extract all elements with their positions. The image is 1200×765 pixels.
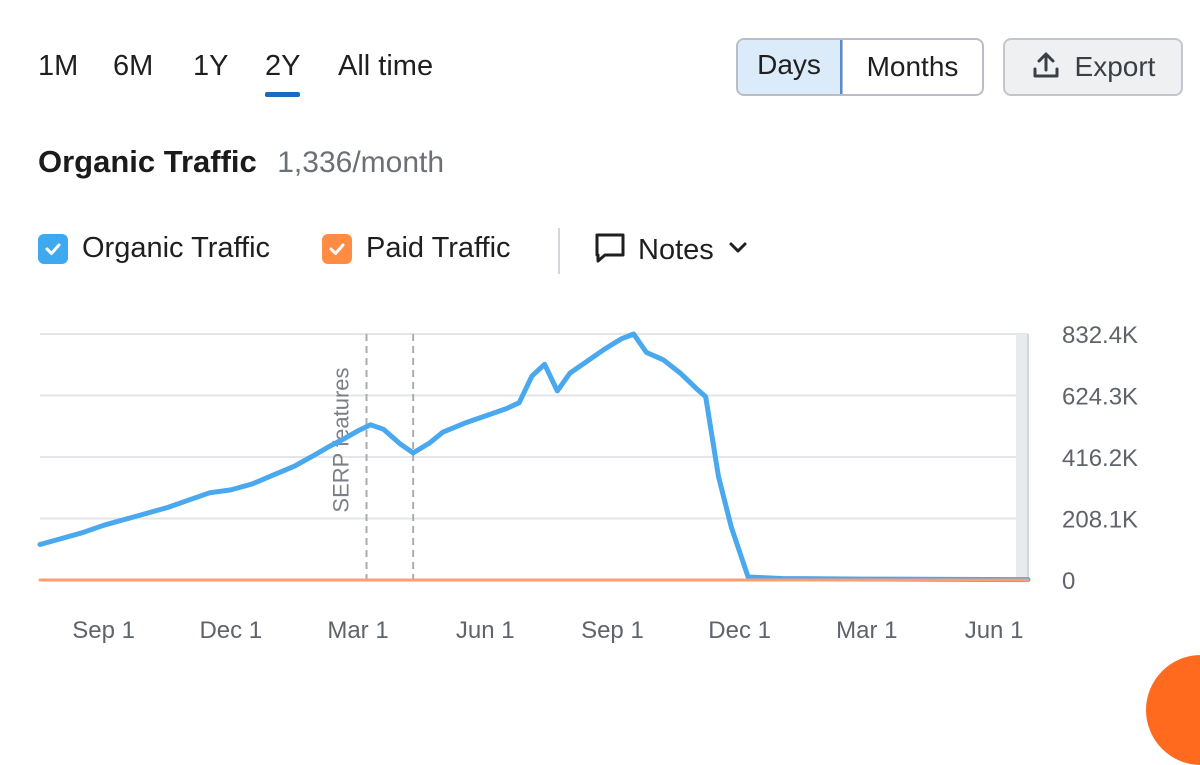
- export-button[interactable]: Export: [1003, 38, 1183, 96]
- y-tick-label: 0: [1062, 568, 1075, 595]
- period-tab-6m[interactable]: 6M: [113, 50, 154, 82]
- x-tick-label: Dec 1: [708, 617, 771, 644]
- x-tick-label: Mar 1: [327, 617, 388, 644]
- period-tab-2y[interactable]: 2Y: [265, 46, 301, 97]
- x-tick-label: Sep 1: [581, 617, 644, 644]
- x-tick-label: Dec 1: [199, 617, 262, 644]
- export-label: Export: [1074, 51, 1156, 82]
- x-tick-label: Sep 1: [72, 617, 135, 644]
- legend-divider: [558, 228, 560, 274]
- upload-icon: [1031, 50, 1061, 85]
- comment-icon: [594, 232, 626, 269]
- organic-traffic-line: [37, 331, 1031, 583]
- traffic-value: 1,336/month: [277, 146, 445, 179]
- y-tick-label: 624.3K: [1062, 384, 1138, 411]
- granularity-toggle: Days Months: [736, 38, 984, 96]
- check-icon: [329, 243, 345, 255]
- x-tick-label: Jun 1: [965, 617, 1024, 644]
- notes-label: Notes: [638, 234, 714, 266]
- period-tab-1y[interactable]: 1Y: [193, 50, 229, 82]
- check-icon: [45, 243, 61, 255]
- days-button[interactable]: Days: [738, 40, 842, 94]
- notes-dropdown[interactable]: Notes: [594, 232, 748, 269]
- period-tab-all-time[interactable]: All time: [338, 50, 434, 82]
- y-tick-label: 832.4K: [1062, 322, 1138, 349]
- legend-label-organic: Organic Traffic: [82, 232, 271, 264]
- period-tab-1m[interactable]: 1M: [38, 50, 79, 82]
- traffic-chart: SERP features 0208.1K416.2K624.3K832.4K …: [37, 322, 1138, 644]
- organic-checkbox[interactable]: [38, 233, 68, 264]
- legend-label-paid: Paid Traffic: [366, 232, 511, 264]
- chart-edge-shade: [1016, 334, 1028, 580]
- legend-organic-traffic[interactable]: Organic Traffic: [38, 232, 270, 265]
- legend-paid-traffic[interactable]: Paid Traffic: [322, 232, 511, 265]
- x-tick-label: Mar 1: [836, 617, 897, 644]
- y-tick-label: 208.1K: [1062, 507, 1138, 534]
- y-tick-label: 416.2K: [1062, 445, 1138, 472]
- months-button[interactable]: Months: [842, 40, 982, 94]
- paid-checkbox[interactable]: [322, 233, 352, 264]
- x-tick-label: Jun 1: [456, 617, 515, 644]
- chevron-down-icon: [728, 241, 748, 260]
- page-title: Organic Traffic: [38, 144, 257, 179]
- title-row: Organic Traffic 1,336/month: [38, 144, 444, 180]
